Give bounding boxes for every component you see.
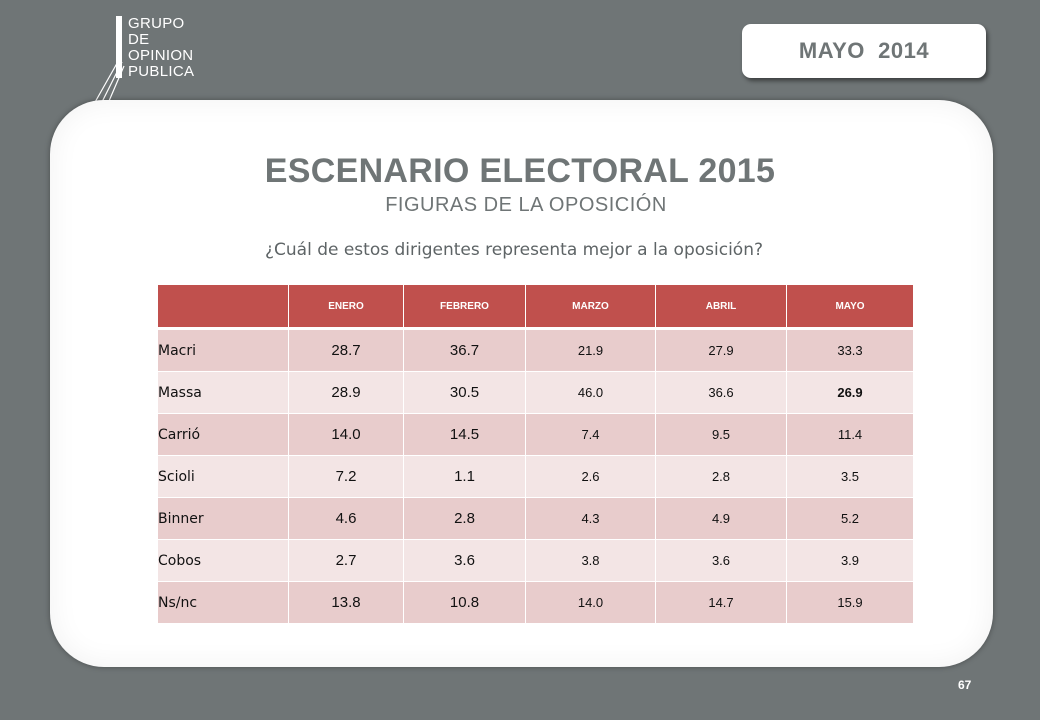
table-header-row: ENERO FEBRERO MARZO ABRIL MAYO	[157, 284, 914, 330]
survey-question: ¿Cuál de estos dirigentes representa mej…	[264, 240, 763, 260]
table-row: Cobos 2.7 3.6 3.8 3.6 3.9	[157, 539, 914, 582]
table-row: Carrió 14.0 14.5 7.4 9.5 11.4	[157, 413, 914, 456]
table-cell: 3.5	[786, 455, 914, 498]
row-label: Ns/nc	[157, 581, 289, 624]
table-cell: 3.6	[655, 539, 787, 582]
table-row: Scioli 7.2 1.1 2.6 2.8 3.5	[157, 455, 914, 498]
table-cell: 14.5	[403, 413, 526, 456]
table-row: Macri 28.7 36.7 21.9 27.9 33.3	[157, 328, 914, 372]
row-label: Binner	[157, 497, 289, 540]
table-cell: 14.0	[525, 581, 656, 624]
table-cell: 26.9	[786, 371, 914, 414]
table-cell: 4.9	[655, 497, 787, 540]
logo-bar	[116, 16, 122, 78]
logo-line: PUBLICA	[128, 63, 195, 80]
table-cell: 2.7	[288, 539, 404, 582]
table-cell: 2.8	[655, 455, 787, 498]
table-cell: 2.8	[403, 497, 526, 540]
column-header: FEBRERO	[403, 284, 526, 330]
table-row: Massa 28.9 30.5 46.0 36.6 26.9	[157, 371, 914, 414]
page-subtitle: FIGURAS DE LA OPOSICIÓN	[385, 194, 667, 216]
table-row: Ns/nc 13.8 10.8 14.0 14.7 15.9	[157, 581, 914, 624]
table-cell: 28.7	[288, 328, 404, 372]
column-header: MARZO	[525, 284, 656, 330]
page-title: ESCENARIO ELECTORAL 2015	[264, 152, 776, 190]
table-cell: 3.6	[403, 539, 526, 582]
row-label: Massa	[157, 371, 289, 414]
table-cell: 1.1	[403, 455, 526, 498]
table-cell: 33.3	[786, 328, 914, 372]
table-cell: 3.8	[525, 539, 656, 582]
table-row: Binner 4.6 2.8 4.3 4.9 5.2	[157, 497, 914, 540]
page-number: 67	[958, 678, 972, 692]
row-label: Macri	[157, 328, 289, 372]
row-label: Carrió	[157, 413, 289, 456]
row-label: Scioli	[157, 455, 289, 498]
table-cell: 9.5	[655, 413, 787, 456]
table-cell: 7.2	[288, 455, 404, 498]
table-cell: 11.4	[786, 413, 914, 456]
grupo-opinion-publica-logo: GRUPO DE OPINION PUBLICA	[90, 14, 210, 108]
column-header: MAYO	[786, 284, 914, 330]
table-cell: 15.9	[786, 581, 914, 624]
table-cell: 36.7	[403, 328, 526, 372]
table-cell: 36.6	[655, 371, 787, 414]
table-cell: 5.2	[786, 497, 914, 540]
table-cell: 4.6	[288, 497, 404, 540]
column-header: ABRIL	[655, 284, 787, 330]
table-cell: 10.8	[403, 581, 526, 624]
table-cell: 21.9	[525, 328, 656, 372]
table-cell: 3.9	[786, 539, 914, 582]
table-cell: 4.3	[525, 497, 656, 540]
date-label: MAYO 2014	[798, 38, 930, 63]
table-cell: 46.0	[525, 371, 656, 414]
logo-line: DE	[128, 31, 150, 48]
table-cell: 13.8	[288, 581, 404, 624]
table-cell: 2.6	[525, 455, 656, 498]
table-cell: 28.9	[288, 371, 404, 414]
results-table: ENERO FEBRERO MARZO ABRIL MAYO Macri 28.…	[157, 284, 914, 624]
row-label: Cobos	[157, 539, 289, 582]
table-cell: 14.7	[655, 581, 787, 624]
logo-line: GRUPO	[128, 15, 185, 32]
logo-text: GRUPO DE OPINION PUBLICA	[128, 16, 194, 80]
column-header	[157, 284, 289, 330]
table-cell: 7.4	[525, 413, 656, 456]
table-cell: 14.0	[288, 413, 404, 456]
date-badge: MAYO 2014	[742, 24, 986, 78]
table-cell: 27.9	[655, 328, 787, 372]
table-cell: 30.5	[403, 371, 526, 414]
logo-line: OPINION	[128, 47, 194, 64]
column-header: ENERO	[288, 284, 404, 330]
